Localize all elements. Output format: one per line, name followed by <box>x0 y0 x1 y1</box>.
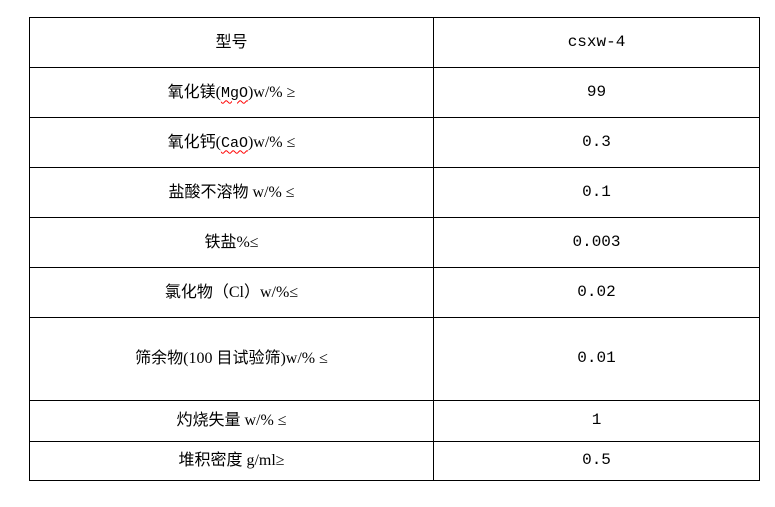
table-row-bulk-density: 堆积密度 g/ml≥ 0.5 <box>29 441 760 481</box>
spec-value-cell: 1 <box>433 400 760 442</box>
model-label: 型号 <box>215 33 248 51</box>
spec-value-cell: 0.1 <box>433 167 760 218</box>
spec-label: 筛余物(100 目试验筛)w/% ≤ <box>135 350 328 368</box>
spec-value: 1 <box>591 411 602 430</box>
spec-value-cell: 0.01 <box>433 317 760 401</box>
spec-label-post: )w/% ≥ <box>247 83 296 101</box>
spec-value-cell: 0.02 <box>433 267 760 318</box>
table-row-ignition-loss: 灼烧失量 w/% ≤ 1 <box>29 400 760 442</box>
spec-label: 铁盐%≤ <box>204 233 259 251</box>
spec-label: 氯化物（Cl）w/%≤ <box>164 283 299 301</box>
spec-label-cell: 铁盐%≤ <box>29 217 434 268</box>
spec-value: 0.02 <box>577 282 616 301</box>
spec-label: 堆积密度 g/ml≥ <box>178 452 285 470</box>
spec-value: 99 <box>586 82 607 101</box>
spec-label-cell: 氧化镁(MgO)w/% ≥ <box>29 67 434 118</box>
spec-label-pre: 氧化钙( <box>167 133 221 151</box>
table-row-model: 型号 csxw-4 <box>29 17 760 68</box>
product-spec-table: 型号 csxw-4 氧化镁(MgO)w/% ≥ 99 氧化钙(CaO)w/% ≤… <box>29 17 760 481</box>
model-value: csxw-4 <box>567 32 626 51</box>
model-value-cell: csxw-4 <box>433 17 760 68</box>
spec-value-cell: 0.5 <box>433 441 760 481</box>
spec-label-post: )w/% ≤ <box>247 133 296 151</box>
table-row-sieve-residue: 筛余物(100 目试验筛)w/% ≤ 0.01 <box>29 317 760 401</box>
spec-label: 盐酸不溶物 w/% ≤ <box>168 183 295 201</box>
spec-label-cell: 堆积密度 g/ml≥ <box>29 441 434 481</box>
spec-label-cell: 灼烧失量 w/% ≤ <box>29 400 434 442</box>
table-row-mgo: 氧化镁(MgO)w/% ≥ 99 <box>29 67 760 118</box>
table-row-hcl-insoluble: 盐酸不溶物 w/% ≤ 0.1 <box>29 167 760 218</box>
spec-value-cell: 99 <box>433 67 760 118</box>
spec-value: 0.01 <box>577 349 616 368</box>
spec-label-cell: 氧化钙(CaO)w/% ≤ <box>29 117 434 168</box>
spec-value-cell: 0.003 <box>433 217 760 268</box>
table-row-chloride: 氯化物（Cl）w/%≤ 0.02 <box>29 267 760 318</box>
spec-label: 氧化镁(MgO)w/% ≥ <box>167 83 296 102</box>
spec-value: 0.5 <box>582 451 611 470</box>
spec-value-cell: 0.3 <box>433 117 760 168</box>
spec-value: 0.003 <box>572 232 621 251</box>
spec-label-cell: 筛余物(100 目试验筛)w/% ≤ <box>29 317 434 401</box>
spellcheck-underlined-formula: CaO <box>220 134 248 152</box>
spec-value: 0.1 <box>582 182 611 201</box>
spellcheck-underlined-formula: MgO <box>220 84 248 102</box>
spec-label-cell: 氯化物（Cl）w/%≤ <box>29 267 434 318</box>
table-row-cao: 氧化钙(CaO)w/% ≤ 0.3 <box>29 117 760 168</box>
table-row-iron-salt: 铁盐%≤ 0.003 <box>29 217 760 268</box>
spec-label-pre: 氧化镁( <box>167 83 221 101</box>
spec-label-cell: 盐酸不溶物 w/% ≤ <box>29 167 434 218</box>
spec-label: 灼烧失量 w/% ≤ <box>176 412 287 430</box>
spec-label: 氧化钙(CaO)w/% ≤ <box>167 133 296 152</box>
model-label-cell: 型号 <box>29 17 434 68</box>
spec-value: 0.3 <box>582 132 611 151</box>
